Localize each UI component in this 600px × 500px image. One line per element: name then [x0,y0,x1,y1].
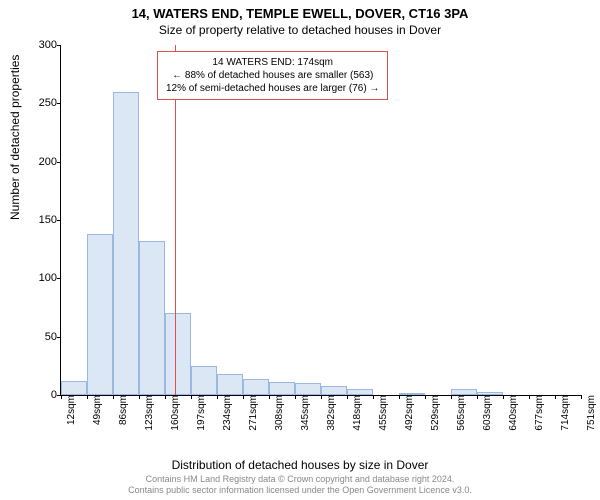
y-tick-label: 50 [27,331,61,343]
histogram-bar [191,366,217,395]
x-tick-mark [87,395,88,399]
x-tick-label: 308sqm [272,395,285,431]
x-tick-label: 492sqm [402,395,415,431]
y-tick-mark [57,162,61,163]
histogram-bar [165,313,191,395]
footer-line-2: Contains public sector information licen… [0,485,600,496]
y-tick-mark [57,103,61,104]
x-axis-label: Distribution of detached houses by size … [0,458,600,472]
x-tick-mark [555,395,556,399]
y-tick-label: 300 [27,39,61,51]
y-tick-mark [57,337,61,338]
x-tick-mark [477,395,478,399]
histogram-bar [139,241,165,395]
x-tick-mark [347,395,348,399]
x-tick-label: 12sqm [64,395,77,425]
x-tick-mark [399,395,400,399]
histogram-bar [113,92,139,395]
x-tick-mark [61,395,62,399]
y-tick-mark [57,220,61,221]
x-tick-mark [295,395,296,399]
x-tick-label: 345sqm [298,395,311,431]
x-tick-mark [451,395,452,399]
x-tick-label: 160sqm [168,395,181,431]
histogram-bar [217,374,243,395]
histogram-bar [321,386,347,395]
x-tick-label: 49sqm [90,395,103,425]
y-tick-label: 150 [27,214,61,226]
histogram-bar [61,381,87,395]
y-tick-label: 100 [27,272,61,284]
x-tick-label: 382sqm [324,395,337,431]
annotation-box: 14 WATERS END: 174sqm← 88% of detached h… [157,51,388,100]
x-tick-label: 529sqm [428,395,441,431]
y-axis-label: Number of detached properties [8,55,22,220]
x-tick-mark [217,395,218,399]
annotation-line: 14 WATERS END: 174sqm [166,56,379,69]
x-tick-label: 751sqm [584,395,597,431]
x-tick-mark [113,395,114,399]
x-tick-label: 677sqm [532,395,545,431]
chart-footer: Contains HM Land Registry data © Crown c… [0,474,600,496]
y-tick-label: 250 [27,97,61,109]
y-tick-label: 200 [27,156,61,168]
x-tick-mark [165,395,166,399]
x-tick-label: 86sqm [116,395,129,425]
x-tick-label: 197sqm [194,395,207,431]
x-tick-mark [503,395,504,399]
y-tick-mark [57,278,61,279]
x-tick-label: 271sqm [246,395,259,431]
x-tick-label: 418sqm [350,395,363,431]
x-tick-label: 640sqm [506,395,519,431]
x-tick-label: 603sqm [480,395,493,431]
annotation-line: ← 88% of detached houses are smaller (56… [166,69,379,82]
x-tick-label: 123sqm [142,395,155,431]
x-tick-mark [269,395,270,399]
histogram-bar [243,379,269,395]
x-tick-label: 565sqm [454,395,467,431]
x-tick-label: 234sqm [220,395,233,431]
x-tick-mark [529,395,530,399]
x-tick-mark [321,395,322,399]
chart-title: 14, WATERS END, TEMPLE EWELL, DOVER, CT1… [0,0,600,21]
x-tick-mark [191,395,192,399]
x-tick-mark [139,395,140,399]
chart-subtitle: Size of property relative to detached ho… [0,21,600,37]
x-tick-mark [581,395,582,399]
x-tick-label: 455sqm [376,395,389,431]
plot-area: 05010015020025030012sqm49sqm86sqm123sqm1… [60,45,581,396]
x-tick-label: 714sqm [558,395,571,431]
chart-container: 14, WATERS END, TEMPLE EWELL, DOVER, CT1… [0,0,600,500]
x-tick-mark [243,395,244,399]
y-tick-mark [57,45,61,46]
annotation-line: 12% of semi-detached houses are larger (… [166,82,379,95]
y-tick-label: 0 [27,389,61,401]
histogram-bar [269,382,295,395]
footer-line-1: Contains HM Land Registry data © Crown c… [0,474,600,485]
histogram-bar [295,383,321,395]
x-tick-mark [425,395,426,399]
histogram-bar [87,234,113,395]
x-tick-mark [373,395,374,399]
